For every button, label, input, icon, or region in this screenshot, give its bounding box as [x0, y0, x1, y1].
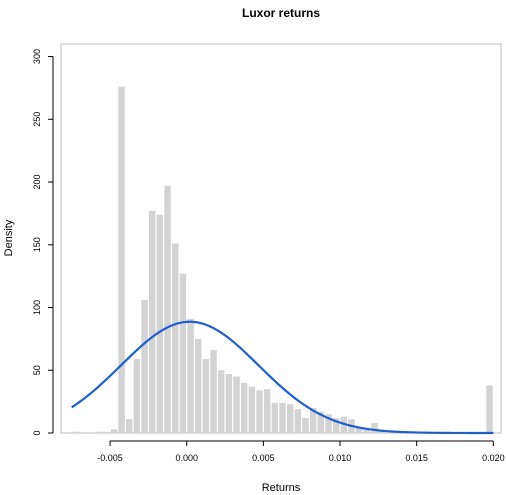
- plot-frame: [60, 43, 502, 434]
- histogram-bar: [309, 407, 317, 433]
- histogram-bar: [325, 414, 332, 433]
- histogram-bars: [72, 86, 493, 433]
- histogram-bar: [317, 411, 325, 433]
- histogram-bar: [187, 318, 194, 433]
- y-tick-label: 300: [32, 49, 42, 64]
- histogram-bar: [125, 419, 133, 433]
- histogram-bar: [148, 210, 156, 433]
- histogram-bar: [118, 86, 125, 433]
- histogram-bar: [179, 273, 187, 433]
- histogram-bar: [110, 429, 118, 433]
- y-tick-label: 0: [32, 430, 42, 435]
- histogram-bar: [355, 427, 363, 433]
- histogram-bar: [156, 214, 164, 433]
- x-tick-label: 0.010: [329, 453, 352, 463]
- histogram-bar: [202, 358, 210, 433]
- histogram-bar: [263, 389, 271, 433]
- y-tick-label: 100: [32, 300, 42, 315]
- histogram-bar: [363, 427, 371, 433]
- histogram-bar: [141, 299, 148, 433]
- histogram-bar: [72, 431, 79, 433]
- histogram-bar: [102, 431, 110, 433]
- y-tick-label: 200: [32, 175, 42, 190]
- chart-title: Luxor returns: [242, 6, 320, 20]
- histogram-bar: [217, 370, 225, 433]
- histogram-bar: [286, 404, 294, 433]
- histogram-bar: [271, 402, 279, 433]
- histogram-bar: [171, 243, 179, 433]
- histogram-bar: [486, 385, 493, 433]
- x-axis-label: Returns: [262, 482, 301, 494]
- x-tick-label: -0.005: [97, 453, 123, 463]
- histogram-bar: [233, 376, 240, 433]
- histogram-bar: [302, 417, 309, 433]
- y-tick-label: 150: [32, 237, 42, 252]
- y-tick-label: 250: [32, 112, 42, 127]
- y-tick-label: 50: [32, 365, 42, 375]
- histogram-bar: [248, 386, 256, 433]
- histogram-bar: [95, 431, 102, 433]
- histogram-bar: [294, 409, 302, 433]
- x-tick-label: 0.005: [252, 453, 275, 463]
- histogram-bar: [164, 185, 171, 433]
- x-axis: -0.005 0.000 0.005 0.010 0.015 0.020: [97, 440, 505, 463]
- histogram-bar: [332, 417, 340, 433]
- histogram-bar: [225, 374, 233, 433]
- histogram-bar: [194, 338, 202, 433]
- y-axis-label: Density: [3, 219, 15, 256]
- x-tick-label: 0.020: [482, 453, 505, 463]
- x-tick-label: 0.000: [175, 453, 198, 463]
- histogram-bar: [210, 350, 217, 433]
- histogram-bar: [279, 402, 286, 433]
- normal-density-curve: [71, 320, 494, 435]
- histogram-bar: [256, 390, 263, 433]
- histogram-bar: [240, 382, 248, 433]
- histogram-bar: [371, 422, 378, 433]
- histogram-bar: [133, 358, 141, 433]
- y-axis: 0 50 100 150 200 250 300: [32, 49, 54, 436]
- x-tick-label: 0.015: [405, 453, 428, 463]
